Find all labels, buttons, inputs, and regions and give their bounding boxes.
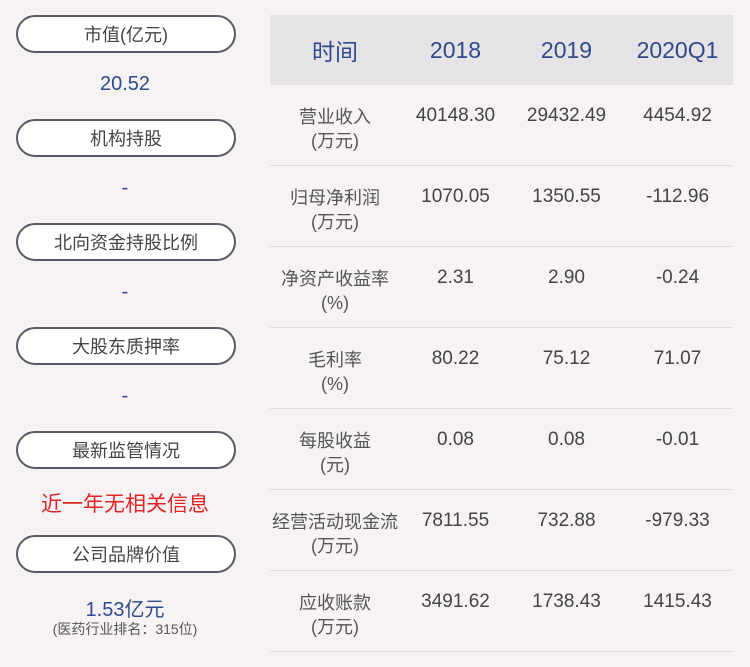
market-cap-value: 20.52 [99, 73, 151, 95]
brand-value: 1.53亿元 [85, 599, 165, 621]
cell: 0.08 [548, 429, 585, 450]
header-time: 时间 [312, 39, 358, 65]
pill-text: 公司品牌价值 [72, 545, 180, 565]
row-label-text: 净资产收益率 [281, 269, 389, 289]
row-unit: (万元) [311, 617, 359, 637]
pill-text: 机构持股 [90, 129, 162, 149]
table-header: 时间 2018 2019 2020Q1 [270, 15, 733, 85]
row-label: 净资产收益率 (%) [270, 247, 400, 327]
brand-rank-note: (医药行业排名：315位) [52, 621, 198, 637]
cell: 29432.49 [526, 105, 607, 126]
cell: 40148.30 [415, 105, 496, 126]
row-label: 应收账款 (万元) [270, 571, 400, 651]
row-unit: (万元) [311, 536, 359, 556]
cell: -0.01 [655, 429, 700, 450]
header-2020q1: 2020Q1 [636, 36, 719, 63]
cell: 71.07 [653, 348, 702, 369]
left-panel: 市值(亿元) 20.52 机构持股 - 北向资金持股比例 - 大股东质押率 - … [0, 0, 250, 667]
row-label: 营业收入 (万元) [270, 85, 400, 165]
cell: 1415.43 [643, 591, 712, 612]
market-cap-label: 市值(亿元) [16, 15, 236, 53]
row-unit: (%) [321, 374, 349, 394]
row-label: 每股收益 (元) [270, 409, 400, 489]
cell: -112.96 [645, 186, 710, 207]
row-label-text: 经营活动现金流 [272, 512, 398, 532]
institution-holding-label: 机构持股 [16, 119, 236, 157]
cell: 1350.55 [532, 186, 601, 207]
table-row: 净资产收益率 (%) 2.31 2.90 -0.24 [270, 247, 733, 328]
cell: 732.88 [537, 510, 596, 531]
row-label-text: 每股收益 [299, 431, 371, 451]
table-row: 归母净利润 (万元) 1070.05 1350.55 -112.96 [270, 166, 733, 247]
cell: 2.90 [548, 267, 585, 288]
cell: 3491.62 [421, 591, 490, 612]
cell: 80.22 [431, 348, 480, 369]
row-label: 经营活动现金流 (万元) [270, 490, 400, 570]
row-label-text: 归母净利润 [290, 188, 380, 208]
cell: -979.33 [645, 510, 710, 531]
table-row: 经营活动现金流 (万元) 7811.55 732.88 -979.33 [270, 490, 733, 571]
row-label: 归母净利润 (万元) [270, 166, 400, 246]
pledge-ratio-value: - [121, 385, 129, 407]
pill-text: 北向资金持股比例 [54, 233, 198, 253]
table-row: 每股收益 (元) 0.08 0.08 -0.01 [270, 409, 733, 490]
table-row: 毛利率 (%) 80.22 75.12 71.07 [270, 328, 733, 409]
cell: -0.24 [655, 267, 700, 288]
table-row: 营业收入 (万元) 40148.30 29432.49 4454.92 [270, 85, 733, 166]
pledge-ratio-label: 大股东质押率 [16, 327, 236, 365]
brand-value-label: 公司品牌价值 [16, 535, 236, 573]
regulatory-value: 近一年无相关信息 [41, 493, 209, 516]
financial-table: 时间 2018 2019 2020Q1 营业收入 (万元) 40148.30 29… [270, 15, 733, 652]
row-unit: (元) [320, 455, 350, 475]
cell: 7811.55 [421, 510, 490, 531]
row-unit: (万元) [311, 212, 359, 232]
row-unit: (万元) [311, 131, 359, 151]
cell: 4454.92 [643, 105, 712, 126]
cell: 1738.43 [532, 591, 601, 612]
row-label: 毛利率 (%) [270, 328, 400, 408]
cell: 1070.05 [421, 186, 490, 207]
row-label-text: 营业收入 [299, 107, 371, 127]
cell: 0.08 [437, 429, 474, 450]
institution-holding-value: - [121, 177, 129, 199]
table-row: 应收账款 (万元) 3491.62 1738.43 1415.43 [270, 571, 733, 652]
header-2019: 2019 [540, 36, 593, 63]
northbound-ratio-value: - [121, 281, 129, 303]
header-2018: 2018 [429, 36, 482, 63]
row-label-text: 应收账款 [299, 593, 371, 613]
cell: 75.12 [542, 348, 591, 369]
northbound-ratio-label: 北向资金持股比例 [16, 223, 236, 261]
pill-text: 最新监管情况 [72, 441, 180, 461]
row-unit: (%) [321, 293, 349, 313]
cell: 2.31 [437, 267, 474, 288]
pill-text: 大股东质押率 [72, 337, 180, 357]
regulatory-label: 最新监管情况 [16, 431, 236, 469]
pill-text: 市值(亿元) [84, 25, 168, 45]
row-label-text: 毛利率 [308, 350, 362, 370]
